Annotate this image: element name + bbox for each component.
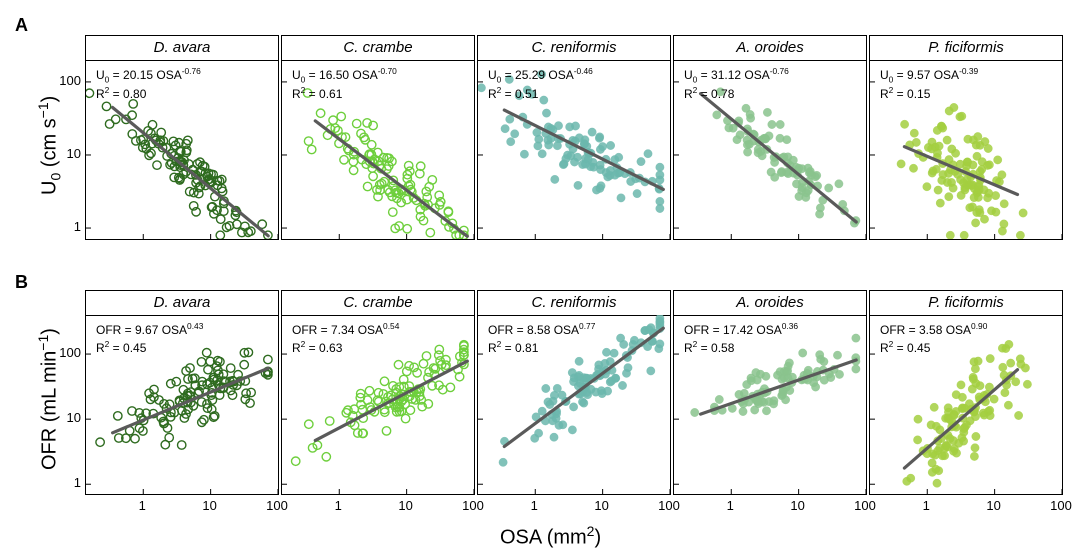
panel-strip-title: C. reniformis xyxy=(478,36,670,61)
x-tick-label: 1 xyxy=(335,498,342,513)
y-tick-label: 100 xyxy=(59,345,81,360)
scatter-points xyxy=(96,348,272,449)
x-tick-label: 1 xyxy=(923,498,930,513)
facet-panel: C. crambe OFR = 7.34 OSA0.54R2 = 0.63 xyxy=(281,290,475,495)
panels-row-a: D. avara U0 = 20.15 OSA-0.76R2 = 0.80 C. c… xyxy=(85,35,1065,240)
panel-strip-title: P. ficiformis xyxy=(870,291,1062,316)
y-tick-label: 10 xyxy=(67,146,81,161)
panel-strip-title: C. crambe xyxy=(282,36,474,61)
panel-annotation: OFR = 8.58 OSA0.77R2 = 0.81 xyxy=(488,321,660,356)
row-label-b: B xyxy=(15,272,28,293)
x-tick-label: 1 xyxy=(531,498,538,513)
y-tick-label: 1 xyxy=(74,475,81,490)
y-tick-label: 10 xyxy=(67,410,81,425)
facet-panel: A. oroides U0 = 31.12 OSA-0.76R2 = 0.78 xyxy=(673,35,867,240)
panel-strip-title: C. crambe xyxy=(282,291,474,316)
y-ticks-row-b: 1 10 100 xyxy=(55,290,85,495)
panel-annotation: OFR = 17.42 OSA0.36R2 = 0.58 xyxy=(684,321,856,356)
x-tick-label: 1 xyxy=(727,498,734,513)
x-tick-label: 10 xyxy=(986,498,1000,513)
x-tick-label: 10 xyxy=(398,498,412,513)
panel-annotation: U0 = 16.50 OSA-0.70R2 = 0.61 xyxy=(292,66,464,103)
panel-annotation: U0 = 20.15 OSA-0.76R2 = 0.80 xyxy=(96,66,268,103)
regression-line xyxy=(701,94,857,222)
panel-strip-title: A. oroides xyxy=(674,291,866,316)
row-label-a: A xyxy=(15,15,28,36)
x-ticks-panel: 110100 xyxy=(673,498,867,516)
panel-strip-title: A. oroides xyxy=(674,36,866,61)
facet-panel: C. reniformis U0 = 25.29 OSA-0.46R2 = 0.5… xyxy=(477,35,671,240)
x-ticks-panel: 110100 xyxy=(281,498,475,516)
y-ticks-row-a: 1 10 100 xyxy=(55,35,85,240)
panel-annotation: U0 = 31.12 OSA-0.76R2 = 0.78 xyxy=(684,66,856,103)
figure-root: A B U0 (cm s−1) OFR (mL min−1) OSA (mm2)… xyxy=(0,0,1084,556)
x-axis-label: OSA (mm2) xyxy=(500,523,601,550)
regression-line xyxy=(315,361,467,440)
facet-panel: P. ficiformis OFR = 3.58 OSA0.90R2 = 0.45 xyxy=(869,290,1063,495)
x-ticks-row: 110100110100110100110100110100 xyxy=(85,498,1065,516)
panel-annotation: OFR = 7.34 OSA0.54R2 = 0.63 xyxy=(292,321,464,356)
panel-annotation: U0 = 25.29 OSA-0.46R2 = 0.51 xyxy=(488,66,660,103)
facet-panel: D. avara U0 = 20.15 OSA-0.76R2 = 0.80 xyxy=(85,35,279,240)
regression-line xyxy=(113,108,269,236)
facet-panel: P. ficiformis U0 = 9.57 OSA-0.39R2 = 0.15 xyxy=(869,35,1063,240)
x-ticks-panel: 110100 xyxy=(85,498,279,516)
x-tick-label: 10 xyxy=(202,498,216,513)
panel-strip-title: P. ficiformis xyxy=(870,36,1062,61)
regression-line xyxy=(315,121,467,236)
panel-strip-title: D. avara xyxy=(86,36,278,61)
panel-strip-title: C. reniformis xyxy=(478,291,670,316)
facet-panel: C. crambe U0 = 16.50 OSA-0.70R2 = 0.61 xyxy=(281,35,475,240)
panel-annotation: OFR = 3.58 OSA0.90R2 = 0.45 xyxy=(880,321,1052,356)
x-ticks-panel: 110100 xyxy=(477,498,671,516)
x-tick-label: 100 xyxy=(1050,498,1072,513)
panel-annotation: OFR = 9.67 OSA0.43R2 = 0.45 xyxy=(96,321,268,356)
y-tick-label: 1 xyxy=(74,219,81,234)
facet-panel: D. avara OFR = 9.67 OSA0.43R2 = 0.45 xyxy=(85,290,279,495)
panel-strip-title: D. avara xyxy=(86,291,278,316)
x-tick-label: 10 xyxy=(790,498,804,513)
y-tick-label: 100 xyxy=(59,73,81,88)
x-tick-label: 10 xyxy=(594,498,608,513)
facet-panel: A. oroides OFR = 17.42 OSA0.36R2 = 0.58 xyxy=(673,290,867,495)
regression-line xyxy=(504,110,663,189)
panel-annotation: U0 = 9.57 OSA-0.39R2 = 0.15 xyxy=(880,66,1052,103)
panels-row-b: D. avara OFR = 9.67 OSA0.43R2 = 0.45 C. cr… xyxy=(85,290,1065,495)
scatter-points xyxy=(292,341,469,466)
x-ticks-panel: 110100 xyxy=(869,498,1063,516)
x-tick-label: 1 xyxy=(139,498,146,513)
facet-panel: C. reniformis OFR = 8.58 OSA0.77R2 = 0.81 xyxy=(477,290,671,495)
